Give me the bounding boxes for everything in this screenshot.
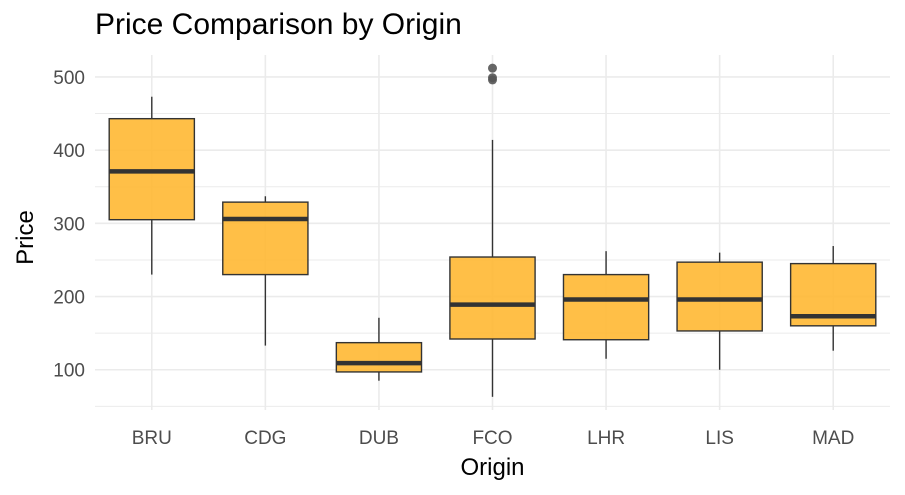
box-mad — [789, 246, 877, 351]
box-layer — [108, 63, 877, 397]
x-tick-label: BRU — [132, 428, 172, 449]
tick-layer: 100 200 300 400 500 BRU CDG DUB FCO LHR LIS MAD — [53, 68, 854, 449]
y-tick-label: 500 — [53, 68, 85, 89]
box-body — [562, 273, 650, 341]
box-lis — [676, 252, 763, 370]
x-tick-label: FCO — [472, 428, 512, 449]
x-tick-label: LHR — [587, 428, 625, 449]
chart-title: Price Comparison by Origin — [95, 8, 462, 41]
box-body — [222, 201, 309, 276]
y-tick-label: 100 — [53, 361, 85, 382]
y-tick-label: 300 — [53, 214, 85, 235]
outlier-point — [488, 73, 497, 83]
box-bru — [108, 96, 196, 275]
box-body — [676, 261, 763, 332]
x-tick-label: LIS — [705, 428, 734, 449]
box-body — [335, 341, 423, 373]
x-tick-label: MAD — [812, 428, 854, 449]
y-axis-title: Price — [12, 210, 39, 265]
x-tick-label: DUB — [359, 428, 399, 449]
x-tick-label: CDG — [244, 428, 286, 449]
x-axis-title: Origin — [460, 454, 524, 481]
box-cdg — [222, 196, 309, 346]
outlier-point — [488, 63, 497, 73]
y-tick-label: 400 — [53, 141, 85, 162]
box-fco — [449, 63, 536, 397]
y-tick-label: 200 — [53, 288, 85, 309]
box-body — [449, 256, 536, 340]
box-lhr — [562, 251, 650, 359]
box-dub — [335, 317, 423, 381]
